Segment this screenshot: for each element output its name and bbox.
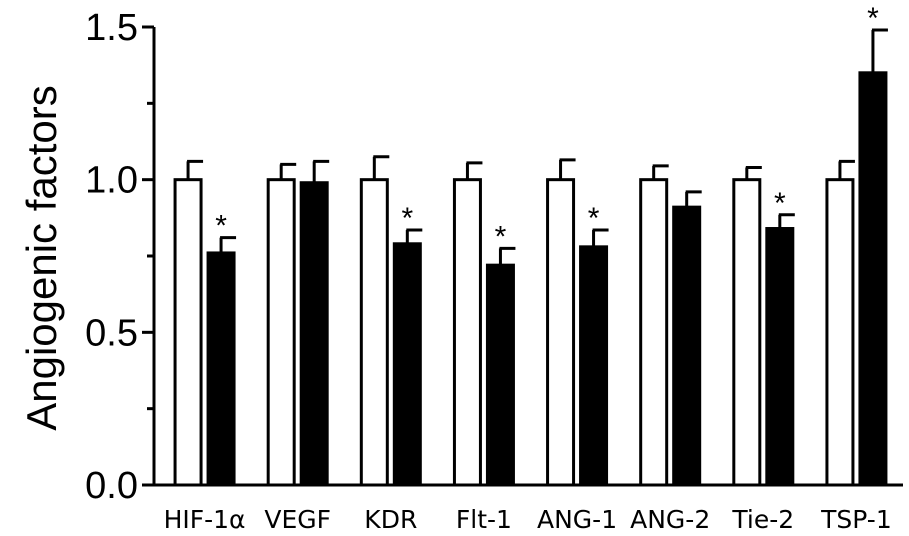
x-tick-label: Tie-2 — [731, 505, 794, 534]
y-axis-ticks: 0.0 0.5 1.0 1.5 — [85, 7, 154, 507]
bar — [546, 178, 576, 487]
y-axis-label: Angiogenic factors — [18, 85, 65, 431]
x-axis-labels: HIF-1α VEGF KDR Flt-1 ANG-1 ANG-2 Tie-2 TSP-1 — [164, 505, 892, 534]
significance-marks: * * * * * * — [215, 2, 879, 253]
y-tick-label: 0.5 — [85, 312, 138, 354]
x-tick-label: ANG-2 — [630, 505, 710, 534]
bar — [299, 181, 329, 487]
bar — [452, 178, 482, 487]
significance-asterisk: * — [495, 220, 507, 253]
significance-asterisk: * — [774, 187, 786, 220]
bar — [858, 71, 888, 487]
bar — [359, 178, 389, 487]
significance-asterisk: * — [401, 202, 413, 235]
y-tick-label: 1.0 — [85, 160, 138, 202]
x-tick-label: VEGF — [264, 505, 331, 534]
significance-asterisk: * — [215, 210, 227, 243]
bar — [206, 251, 236, 487]
bars — [173, 71, 888, 487]
x-tick-label: Flt-1 — [456, 505, 512, 534]
bar — [732, 178, 762, 487]
bar — [266, 178, 296, 487]
bar — [765, 227, 795, 487]
bar — [485, 263, 515, 487]
bar — [579, 245, 609, 487]
error-bars — [186, 28, 888, 266]
significance-asterisk: * — [588, 202, 600, 235]
x-tick-label: TSP-1 — [820, 505, 892, 534]
bar — [672, 205, 702, 487]
y-tick-label: 0.0 — [85, 465, 138, 507]
x-tick-label: KDR — [364, 505, 417, 534]
x-tick-label: ANG-1 — [537, 505, 617, 534]
bar — [639, 178, 669, 487]
bar — [173, 178, 203, 487]
x-tick-label: HIF-1α — [164, 505, 246, 534]
bar — [392, 242, 422, 487]
significance-asterisk: * — [867, 2, 879, 35]
bar — [825, 178, 855, 487]
y-tick-label: 1.5 — [85, 7, 138, 49]
